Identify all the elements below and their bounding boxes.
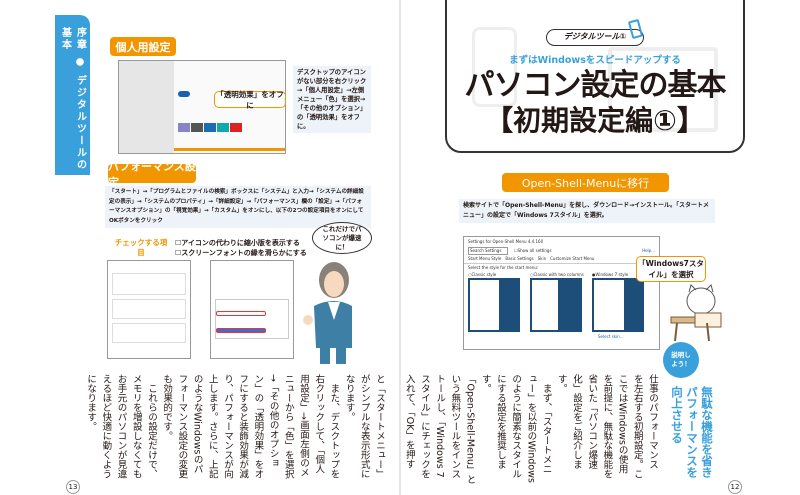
open-shell-label: Open-Shell-Menuに移行 [502, 173, 669, 192]
window-title: Settings for Open-Shell Menu 4.4.160 [468, 239, 544, 244]
performance-options-screenshot [210, 260, 294, 359]
text-column: 入れて、「OK」を押す [403, 374, 415, 469]
series-badge: デジタルツール① [546, 29, 644, 46]
title-box: デジタルツール① まずはWindowsをスピードアップする パソコン設定の基本 … [445, 0, 745, 153]
text-column: 右クリックして、「個人 [313, 374, 325, 474]
text-column: メモリを増設しなくても [130, 374, 142, 479]
text-column: 向上させる [670, 386, 684, 444]
right-body-text: 仕事のパフォーマンス を左右する初期設定。こ こではWindowsの使用 を前提に、無… [402, 374, 660, 484]
toggle-icon [178, 91, 190, 97]
page-gutter [399, 0, 401, 495]
speech-bubble: これだけでパソコンが爆速に！ [312, 222, 372, 254]
text-column: 無駄な機能を省き [700, 386, 714, 478]
check-items-list: ☐アイコンの代わりに縮小版を表示する ☐スクリーンフォントの縁を滑らかにする [175, 238, 307, 258]
cat-illustration [670, 284, 722, 342]
text-column: も効果的です。 [161, 374, 173, 441]
person-illustration [303, 262, 352, 364]
windows7-callout: 「Windows7スタイル」を選択 [636, 256, 706, 282]
system-properties-screenshot [107, 260, 191, 359]
select-skin-link[interactable]: Select skin... [598, 334, 624, 339]
title-subtitle: まずはWindowsをスピードアップする [509, 55, 681, 66]
text-column: フォーマンス設定の変更 [176, 374, 188, 479]
style-prompt: Select the style for the start menu: [468, 265, 539, 270]
text-column: 仕事のパフォーマンス [647, 374, 658, 469]
smartphone-bg-icon [472, 27, 517, 107]
right-headline: 無駄な機能を省き パフォーマンスを 向上させる [669, 386, 714, 486]
text-column: を左右する初期設定。こ [631, 374, 643, 479]
text-column: パフォーマンスを [685, 386, 699, 478]
text-column: 省いた「パソコン爆速 [586, 374, 598, 469]
check-item: ☐スクリーンフォントの縁を滑らかにする [175, 249, 307, 257]
explain-badge: 説明しよう！ [663, 342, 699, 378]
performance-settings-note: 「スタート」→「プログラムとファイルの検索」ボックスに「システム」と入力→「シス… [105, 186, 371, 228]
help-link[interactable]: Help... [642, 248, 655, 253]
text-column: ン」の「透明効果」をオ [252, 374, 264, 479]
text-column: 上します。さらに、上記 [206, 374, 218, 479]
show-all-settings-checkbox[interactable]: ☐Show all settings [514, 248, 552, 253]
color-swatches [178, 123, 242, 132]
personal-settings-screenshot [118, 60, 286, 154]
text-column: フにすると装飾効果が減 [237, 374, 249, 479]
text-column: 「Open-Shell-Menu」と [464, 374, 476, 484]
text-column: 用設定」→画面左側のメ [297, 374, 309, 477]
text-column: →「その他のオプショ [267, 374, 279, 468]
text-column: お手元のパソコンが見違 [115, 374, 127, 479]
text-column: まず、「スタートメニ [540, 374, 552, 474]
check-item: ☐アイコンの代わりに縮小版を表示する [175, 239, 300, 247]
text-column: のようなWindowsのパ [191, 374, 203, 474]
text-column: トールし、「Windows 7 [434, 374, 446, 478]
text-column: ニューから「色」を選択 [282, 374, 294, 479]
open-shell-note: 検索サイトで「Open-Shell-Menu」を探し、ダウンロード→インストール… [459, 199, 715, 223]
personal-settings-note: デスクトップのアイコンがない部分を右クリック→「個人用設定」→左側メニュー「色」… [293, 66, 371, 133]
page-title-sub: 【初期設定編①】 [485, 104, 705, 137]
open-shell-window: Settings for Open-Shell Menu 4.4.160 Sea… [463, 236, 660, 350]
text-column: これらの設定だけで、 [145, 374, 157, 479]
text-column: がシンプルな表示形式に [358, 374, 370, 479]
text-column: にする設定を推奨します。 [479, 374, 506, 469]
text-column: いう無料ツールをインス [449, 374, 461, 479]
text-column: こではWindowsの使用 [616, 374, 628, 474]
text-column: なります。 [343, 374, 355, 422]
text-column: えるほど快適に動くよう [100, 374, 112, 479]
text-column: と「スタートメニュー」 [374, 374, 385, 479]
text-column: になります。 [85, 374, 97, 431]
text-column: を前提に、無駄な機能を [601, 374, 613, 479]
windows7-style-radio[interactable]: ●Windows 7 style [592, 272, 629, 277]
check-items-label: チェックする項目 [114, 238, 168, 257]
text-column: り、パフォーマンスが向 [221, 374, 233, 479]
tab-basic-settings[interactable]: Basic Settings [505, 256, 534, 261]
chapter-sidebar: 序章 ● デジタルツールの基本 [55, 15, 90, 175]
text-column: のように簡素なスタイル [510, 374, 522, 479]
text-column: 化」設定をご紹介します。 [555, 374, 582, 469]
performance-settings-label: パフォーマンス設定 [108, 159, 196, 189]
two-columns-radio[interactable]: ○Classic with two columns [530, 272, 584, 277]
text-column: スタイル」にチェックを [418, 374, 430, 479]
tab-customize[interactable]: Customize Start Menu [550, 256, 595, 261]
text-column: また、デスクトップを [328, 374, 340, 479]
tab-start-menu-style[interactable]: Start Menu Style [468, 256, 502, 261]
page-title: パソコン設定の基本 [464, 68, 727, 103]
search-settings-input[interactable]: Search Settings [468, 247, 508, 255]
personal-settings-label: 個人用設定 [110, 37, 176, 56]
laptop-bg-icon [608, 47, 718, 132]
transparency-callout: 「透明効果」をオフに [214, 90, 286, 110]
text-column: ュー」を以前のWindows [525, 374, 537, 483]
page-number: 13 [66, 480, 80, 494]
left-body-text: と「スタートメニュー」 がシンプルな表示形式に なります。 また、デスクトップを 右ク… [83, 374, 387, 484]
page-number: 12 [728, 480, 742, 494]
classic-style-radio[interactable]: ○Classic style [468, 272, 497, 277]
tab-skin[interactable]: Skin [537, 256, 547, 261]
